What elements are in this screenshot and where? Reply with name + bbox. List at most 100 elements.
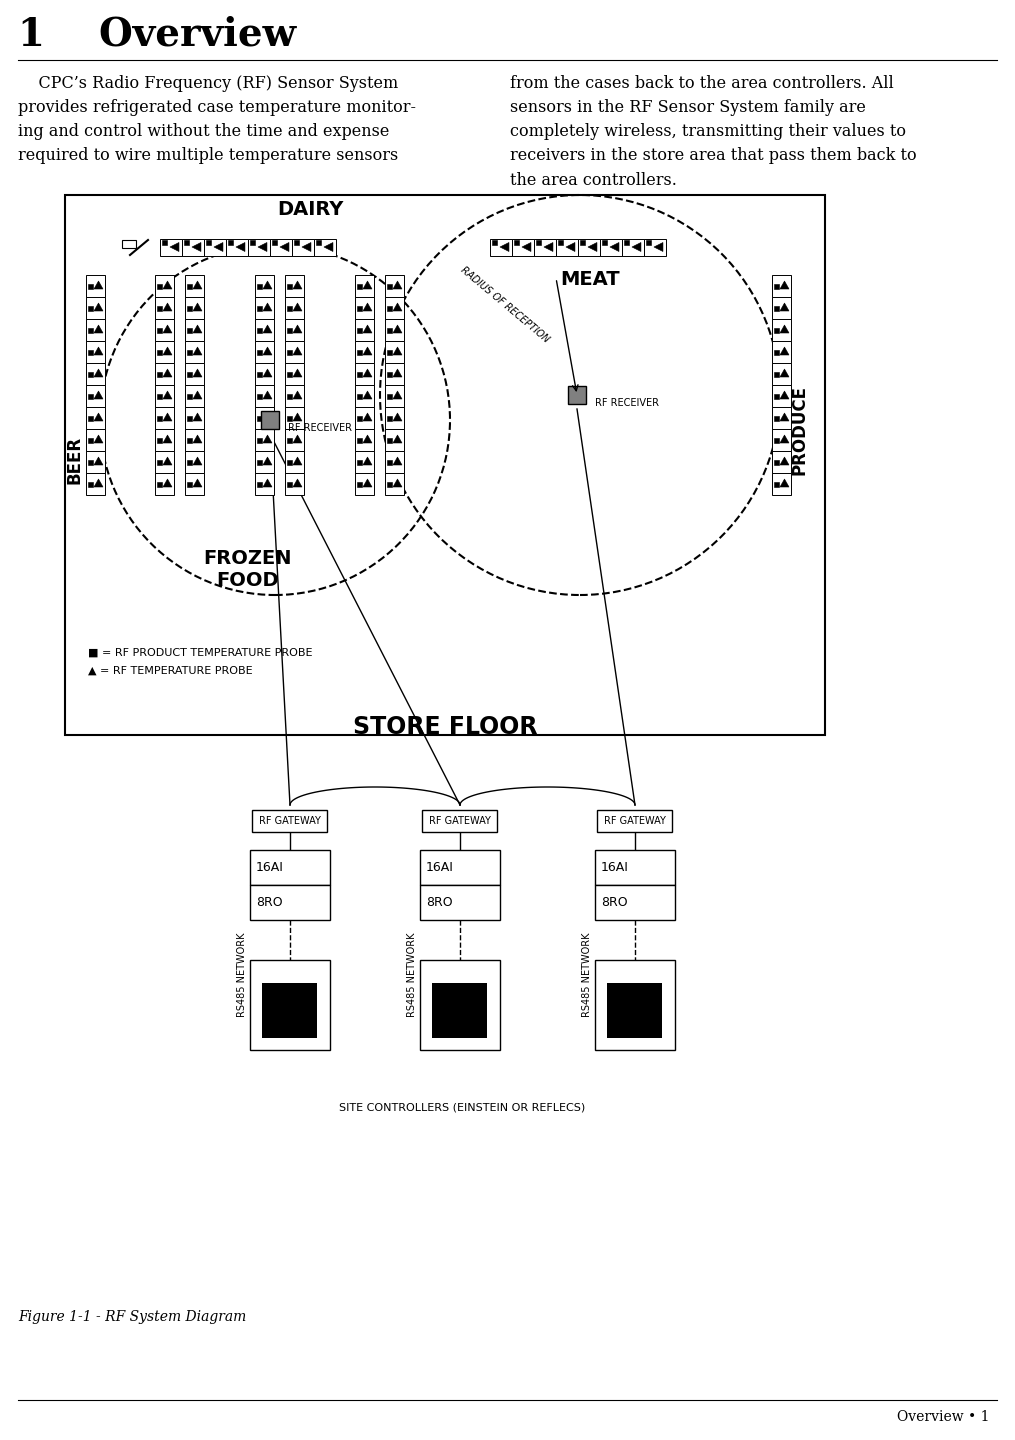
Bar — [86, 429, 106, 451]
Polygon shape — [780, 325, 789, 333]
Polygon shape — [163, 413, 172, 420]
Polygon shape — [566, 242, 574, 252]
Bar — [774, 284, 780, 288]
Bar — [774, 393, 780, 399]
Polygon shape — [500, 242, 509, 252]
Bar — [188, 372, 193, 376]
Bar — [186, 451, 204, 472]
Bar — [188, 481, 193, 487]
Bar — [186, 363, 204, 384]
Bar — [186, 275, 204, 297]
Bar — [287, 459, 292, 465]
Bar — [258, 481, 263, 487]
Bar — [188, 393, 193, 399]
Polygon shape — [293, 369, 302, 377]
Bar — [772, 341, 792, 363]
Bar — [355, 363, 375, 384]
Text: RF GATEWAY: RF GATEWAY — [429, 816, 491, 827]
Bar — [160, 239, 182, 255]
Bar — [155, 408, 175, 429]
Bar — [256, 408, 274, 429]
Polygon shape — [193, 325, 202, 333]
Bar — [772, 472, 792, 495]
Bar — [357, 305, 362, 311]
Bar — [598, 809, 673, 832]
Polygon shape — [363, 392, 373, 399]
Polygon shape — [363, 325, 373, 333]
Polygon shape — [163, 480, 172, 487]
Polygon shape — [363, 480, 373, 487]
Bar — [157, 416, 162, 420]
Bar — [250, 239, 255, 245]
Bar — [285, 341, 304, 363]
Bar — [88, 459, 93, 465]
Bar — [355, 275, 375, 297]
Bar — [182, 239, 204, 255]
Bar — [355, 320, 375, 341]
Bar — [157, 438, 162, 442]
Bar — [388, 459, 393, 465]
Bar — [285, 429, 304, 451]
Bar — [386, 408, 405, 429]
Text: Overview • 1: Overview • 1 — [897, 1410, 990, 1424]
Text: PRODUCE: PRODUCE — [791, 384, 809, 475]
Polygon shape — [280, 242, 289, 252]
Bar — [644, 239, 666, 255]
Bar — [357, 459, 362, 465]
Bar — [595, 886, 675, 920]
Polygon shape — [94, 392, 103, 399]
Text: 8RO: 8RO — [426, 896, 453, 909]
Bar — [285, 320, 304, 341]
Polygon shape — [163, 347, 172, 356]
Bar — [258, 416, 263, 420]
Bar — [388, 416, 393, 420]
Polygon shape — [258, 242, 267, 252]
Bar — [514, 239, 519, 245]
Bar — [86, 384, 106, 408]
Polygon shape — [163, 392, 172, 399]
Bar — [357, 350, 362, 354]
Text: 16AI: 16AI — [256, 861, 284, 874]
Polygon shape — [780, 302, 789, 311]
Bar — [188, 438, 193, 442]
Bar — [386, 297, 405, 320]
Bar — [184, 239, 189, 245]
Polygon shape — [263, 456, 272, 465]
Bar — [258, 393, 263, 399]
Bar — [228, 239, 233, 245]
Bar — [155, 451, 175, 472]
Bar — [388, 393, 393, 399]
Polygon shape — [588, 242, 597, 252]
Polygon shape — [263, 347, 272, 356]
Bar — [556, 239, 578, 255]
Text: RF RECEIVER: RF RECEIVER — [288, 423, 352, 433]
Bar — [258, 438, 263, 442]
Bar — [622, 239, 644, 255]
Bar — [258, 284, 263, 288]
Polygon shape — [263, 302, 272, 311]
Polygon shape — [235, 242, 245, 252]
Polygon shape — [263, 413, 272, 420]
Bar — [272, 239, 277, 245]
Bar — [774, 372, 780, 376]
Bar — [188, 459, 193, 465]
Polygon shape — [193, 413, 202, 420]
Polygon shape — [780, 281, 789, 289]
Polygon shape — [780, 369, 789, 377]
Text: RS485 NETWORK: RS485 NETWORK — [236, 933, 247, 1017]
Bar — [595, 960, 675, 1050]
Bar — [388, 438, 393, 442]
Bar — [188, 350, 193, 354]
Bar — [386, 363, 405, 384]
Polygon shape — [780, 435, 789, 444]
Bar — [578, 239, 600, 255]
Bar — [595, 850, 675, 886]
Bar — [157, 393, 162, 399]
Polygon shape — [293, 392, 302, 399]
Bar — [292, 239, 314, 255]
Bar — [287, 416, 292, 420]
Bar — [355, 341, 375, 363]
Polygon shape — [780, 480, 789, 487]
Polygon shape — [632, 242, 640, 252]
Polygon shape — [324, 242, 333, 252]
